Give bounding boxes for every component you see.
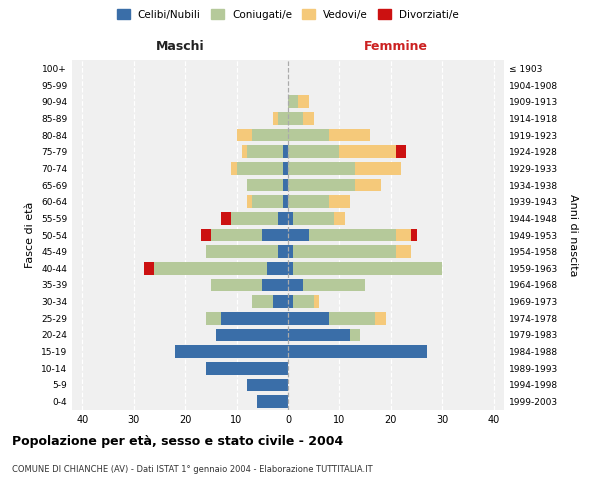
Text: Femmine: Femmine <box>364 40 428 54</box>
Bar <box>252 196 283 208</box>
Bar <box>396 246 412 258</box>
Bar <box>288 112 304 124</box>
Y-axis label: Anni di nascita: Anni di nascita <box>568 194 578 276</box>
Bar <box>247 146 283 158</box>
Bar <box>247 379 288 391</box>
Text: Popolazione per età, sesso e stato civile - 2004: Popolazione per età, sesso e stato civil… <box>12 435 343 448</box>
Bar <box>288 129 329 141</box>
Bar <box>293 246 396 258</box>
Bar <box>236 129 252 141</box>
Bar <box>236 162 283 174</box>
Bar <box>278 212 288 224</box>
Bar <box>262 229 288 241</box>
Bar <box>288 296 293 308</box>
Text: COMUNE DI CHIANCHE (AV) - Dati ISTAT 1° gennaio 2004 - Elaborazione TUTTITALIA.I: COMUNE DI CHIANCHE (AV) - Dati ISTAT 1° … <box>12 465 373 474</box>
Bar <box>329 129 370 141</box>
Bar <box>278 246 288 258</box>
Bar <box>288 196 329 208</box>
Bar <box>242 146 247 158</box>
Bar <box>221 312 288 324</box>
Bar <box>355 179 380 192</box>
Bar <box>283 162 288 174</box>
Bar <box>278 112 288 124</box>
Bar <box>340 146 396 158</box>
Text: Maschi: Maschi <box>155 40 205 54</box>
Bar <box>288 279 304 291</box>
Bar <box>232 212 278 224</box>
Bar <box>288 162 355 174</box>
Bar <box>288 179 355 192</box>
Bar <box>272 112 278 124</box>
Bar <box>283 196 288 208</box>
Bar <box>288 212 293 224</box>
Bar <box>288 312 329 324</box>
Bar <box>304 279 365 291</box>
Bar <box>211 279 262 291</box>
Bar <box>329 196 350 208</box>
Y-axis label: Fasce di età: Fasce di età <box>25 202 35 268</box>
Bar <box>288 329 350 341</box>
Bar <box>252 129 288 141</box>
Bar <box>293 262 442 274</box>
Bar <box>175 346 288 358</box>
Bar <box>288 96 298 108</box>
Bar <box>144 262 154 274</box>
Bar <box>308 229 396 241</box>
Bar <box>288 229 308 241</box>
Bar <box>288 346 427 358</box>
Bar <box>334 212 344 224</box>
Bar <box>232 162 236 174</box>
Bar <box>396 229 412 241</box>
Bar <box>257 396 288 408</box>
Bar <box>314 296 319 308</box>
Bar <box>268 262 288 274</box>
Bar <box>272 296 288 308</box>
Bar <box>350 329 360 341</box>
Bar <box>412 229 416 241</box>
Bar <box>329 312 376 324</box>
Bar <box>206 362 288 374</box>
Bar <box>288 146 340 158</box>
Legend: Celibi/Nubili, Coniugati/e, Vedovi/e, Divorziati/e: Celibi/Nubili, Coniugati/e, Vedovi/e, Di… <box>113 5 463 24</box>
Bar <box>293 212 334 224</box>
Bar <box>288 246 293 258</box>
Bar <box>206 312 221 324</box>
Bar <box>200 229 211 241</box>
Bar <box>247 179 283 192</box>
Bar <box>252 296 272 308</box>
Bar <box>298 96 308 108</box>
Bar <box>283 146 288 158</box>
Bar <box>211 229 262 241</box>
Bar <box>288 262 293 274</box>
Bar <box>247 196 252 208</box>
Bar <box>154 262 268 274</box>
Bar <box>396 146 406 158</box>
Bar <box>304 112 314 124</box>
Bar <box>293 296 314 308</box>
Bar <box>262 279 288 291</box>
Bar <box>206 246 278 258</box>
Bar <box>221 212 232 224</box>
Bar <box>355 162 401 174</box>
Bar <box>376 312 386 324</box>
Bar <box>216 329 288 341</box>
Bar <box>283 179 288 192</box>
